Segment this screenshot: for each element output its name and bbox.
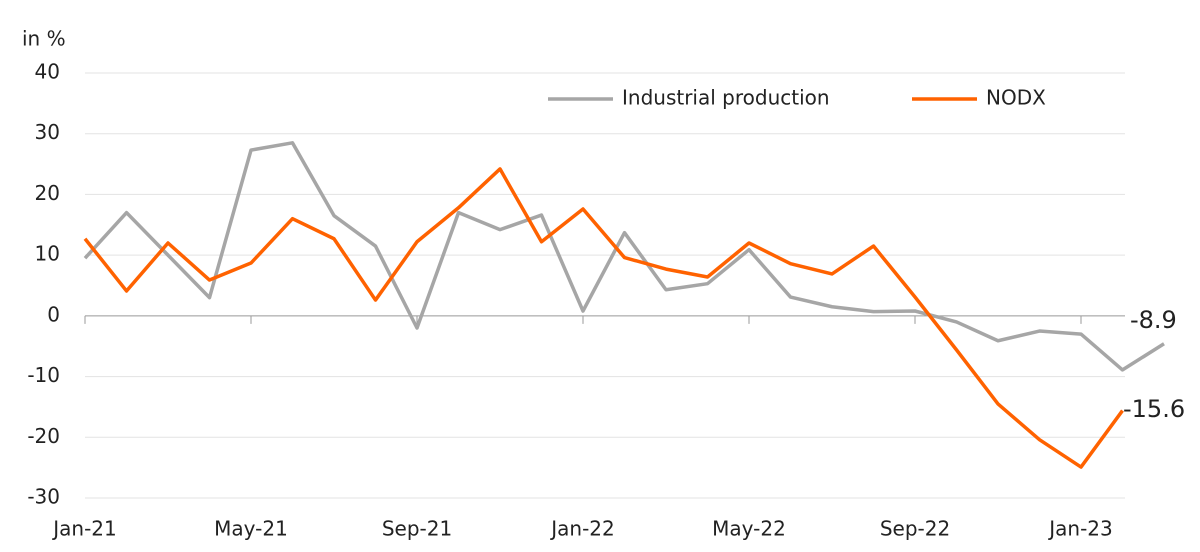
x-tick-label: Sep-21: [382, 517, 452, 541]
end-label: -8.9: [1130, 306, 1177, 334]
y-tick-label: 0: [47, 302, 60, 326]
y-tick-label: 30: [35, 120, 60, 144]
x-tick-label: Jan-23: [1047, 517, 1113, 541]
y-axis-label: in %: [22, 27, 66, 51]
y-tick-label: 20: [35, 181, 60, 205]
x-tick-label: Sep-22: [880, 517, 950, 541]
y-tick-label: -20: [27, 424, 60, 448]
y-tick-label: 10: [35, 242, 60, 266]
series-line: [83, 167, 1124, 469]
y-tick-label: -30: [27, 485, 60, 509]
end-label: -15.6: [1123, 395, 1185, 423]
y-tick-label: 40: [35, 60, 60, 84]
x-tick-label: May-21: [214, 517, 288, 541]
x-tick-label: Jan-21: [51, 517, 117, 541]
x-tick-label: Jan-22: [549, 517, 615, 541]
legend-label: NODX: [986, 86, 1046, 110]
x-tick-label: May-22: [712, 517, 786, 541]
y-tick-label: -10: [27, 363, 60, 387]
legend-label: Industrial production: [622, 86, 830, 110]
series-line: [83, 141, 1165, 372]
